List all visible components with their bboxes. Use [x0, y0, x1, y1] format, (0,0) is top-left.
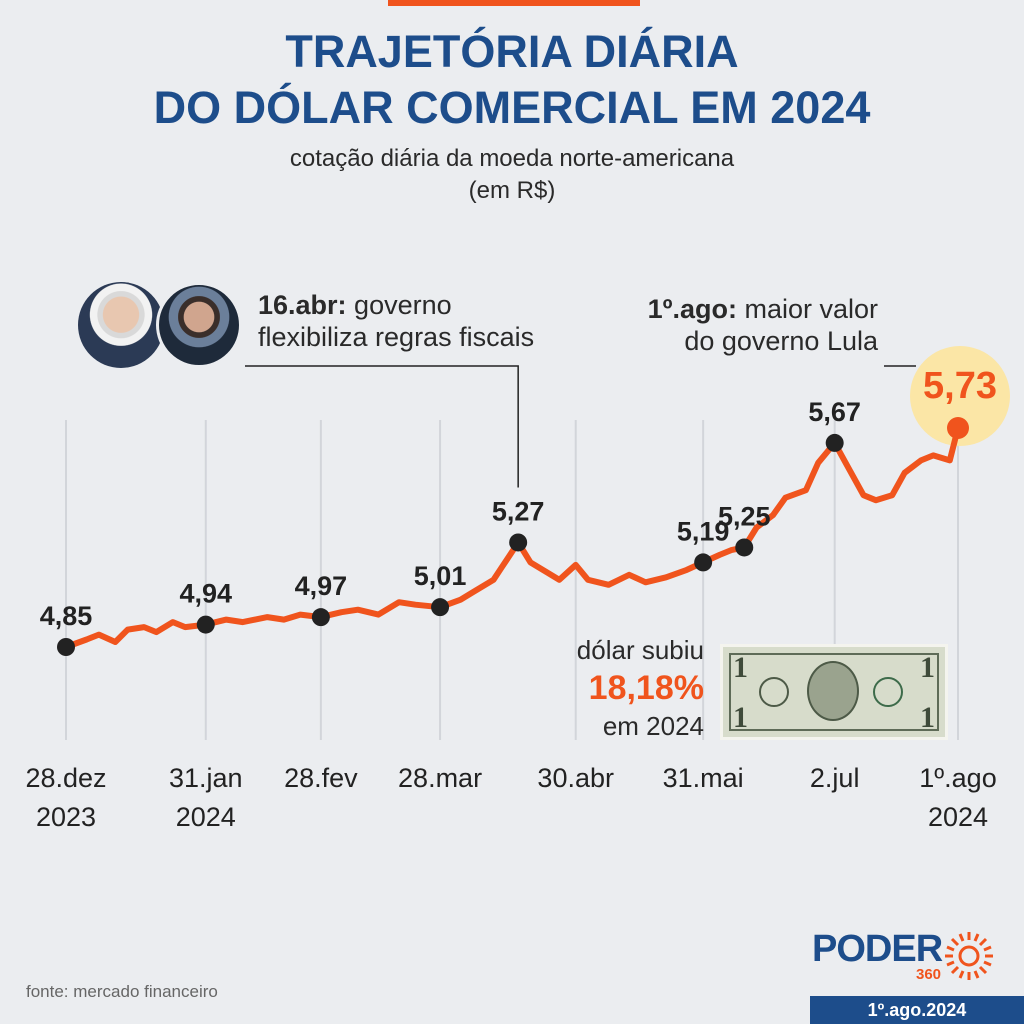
x-tick-label: 28.mar [398, 763, 482, 793]
data-point [825, 433, 844, 452]
x-tick-label-year: 2024 [176, 802, 236, 832]
max-highlight-bg [910, 346, 1010, 446]
data-point [196, 615, 215, 634]
increase-line-3: em 2024 [602, 711, 704, 741]
data-point [311, 608, 330, 627]
logo-word: PODER [812, 928, 943, 970]
data-point [431, 598, 450, 617]
data-label: 5,25 [718, 501, 771, 531]
annotation-apr-text-1: governo [346, 290, 452, 320]
logo-sun-icon [945, 932, 993, 980]
page-title: TRAJETÓRIA DIÁRIA DO DÓLAR COMERCIAL EM … [0, 24, 1024, 136]
subtitle-line-1: cotação diária da moeda norte-americana [289, 145, 735, 172]
bill-corner-icon: 1 [920, 651, 935, 684]
bill-corner-icon: 1 [733, 651, 748, 684]
dollar-bill-image: 1 1 1 1 [720, 644, 948, 740]
x-tick-label-year: 2024 [928, 802, 988, 832]
data-label: 4,85 [40, 601, 93, 631]
x-tick-label: 2.jul [810, 763, 860, 793]
subtitle-line-2: (em R$) [468, 177, 556, 204]
increase-callout: dólar subiu 18,18% em 2024 [520, 632, 704, 744]
data-point [735, 538, 754, 557]
data-label: 5,73 [923, 365, 997, 407]
publication-date: 1º.ago.2024 [810, 996, 1024, 1024]
annotation-aug-date: 1º.ago: [647, 294, 737, 324]
x-tick-label: 28.dez [25, 763, 106, 793]
annotation-aug-text-2: do governo Lula [684, 326, 878, 356]
bill-border [729, 653, 939, 731]
data-point [57, 638, 75, 656]
increase-percent: 18,18% [588, 669, 704, 707]
increase-line-1: dólar subiu [576, 635, 704, 665]
annotation-apr-date: 16.abr: [258, 290, 347, 320]
title-line-1: TRAJETÓRIA DIÁRIA [285, 26, 739, 77]
data-label: 4,94 [179, 579, 232, 609]
bill-seal-icon [759, 677, 789, 707]
x-tick-label: 31.mai [663, 763, 744, 793]
data-point [509, 533, 528, 552]
annotation-aug: 1º.ago: maior valor do governo Lula [604, 293, 878, 357]
data-point [947, 417, 969, 439]
data-point [694, 553, 713, 572]
x-tick-label: 28.fev [284, 763, 358, 793]
x-tick-label-year: 2023 [36, 802, 96, 832]
bill-seal-icon [873, 677, 903, 707]
data-label: 5,19 [677, 516, 730, 546]
annotation-apr: 16.abr: governo flexibiliza regras fisca… [258, 289, 534, 353]
x-tick-label: 31.jan [169, 763, 243, 793]
annotation-aug-text-1: maior valor [736, 294, 878, 324]
lula-photo [78, 282, 164, 368]
data-label: 4,97 [295, 571, 348, 601]
top-accent-bar [388, 0, 640, 6]
page-subtitle: cotação diária da moeda norte-americana … [0, 143, 1024, 207]
data-label: 5,67 [808, 397, 861, 427]
poder360-logo: PODER 360 [812, 928, 1002, 984]
source-note: fonte: mercado financeiro [26, 982, 218, 1001]
logo-number: 360 [916, 966, 942, 983]
bill-corner-icon: 1 [920, 701, 935, 734]
x-tick-label: 1º.ago [919, 763, 996, 793]
data-label: 5,27 [492, 496, 545, 526]
bill-portrait-icon [807, 661, 859, 721]
annotation-connector [245, 365, 519, 488]
haddad-photo [156, 282, 242, 368]
data-label: 5,01 [414, 561, 467, 591]
annotation-apr-text-2: flexibiliza regras fiscais [258, 322, 535, 352]
bill-corner-icon: 1 [733, 701, 748, 734]
x-tick-label: 30.abr [537, 763, 614, 793]
title-line-2: DO DÓLAR COMERCIAL EM 2024 [153, 82, 871, 133]
